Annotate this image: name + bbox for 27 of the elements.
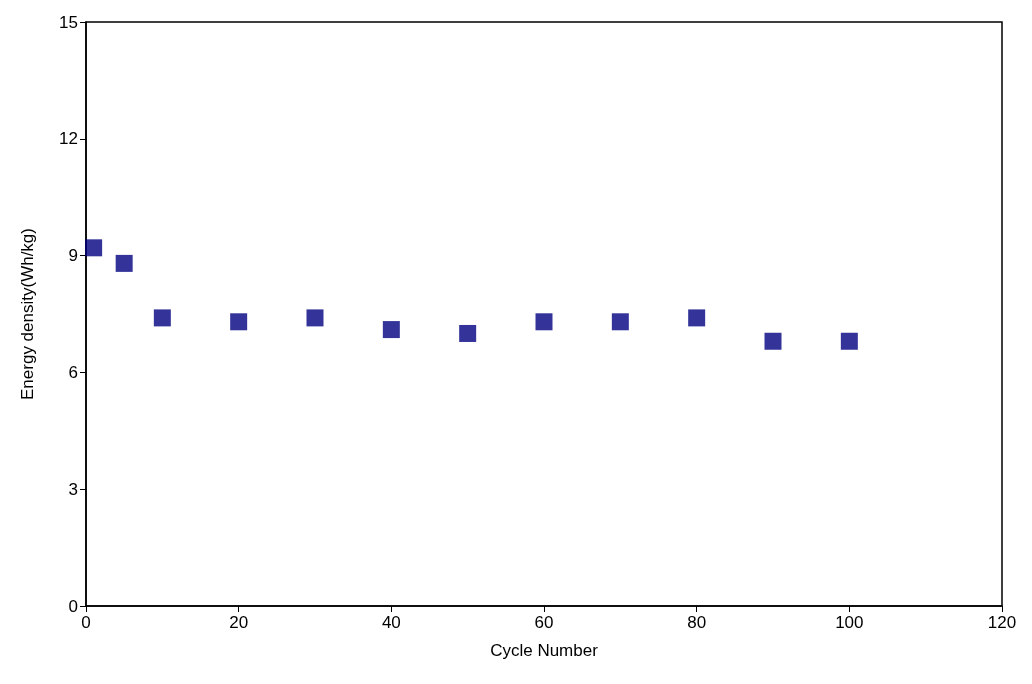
point [840,332,858,350]
y-tick-label: 15 [59,12,78,32]
y-tick-label: 12 [59,129,78,149]
y-tick-label: 3 [68,479,78,499]
point [535,313,553,331]
point [85,239,103,257]
point [688,309,706,327]
point [764,332,782,350]
y-axis-title: Energy density(Wh/kg) [18,228,37,400]
point [153,309,171,327]
point [382,321,400,339]
point [230,313,248,331]
x-tick-label: 120 [987,613,1017,632]
x-tick-label: 80 [687,613,707,632]
y-tick-label: 6 [68,362,78,382]
point [611,313,629,331]
x-tick-label: 0 [81,613,91,632]
x-tick-label: 60 [534,613,554,632]
x-axis-title: Cycle Number [490,641,599,660]
x-tick-label: 20 [229,613,249,632]
point [115,254,133,272]
point [459,324,477,342]
y-tick-label: 9 [68,246,78,266]
point [306,309,324,327]
x-tick-label: 100 [835,613,864,632]
y-tick-label: 0 [68,596,78,616]
x-tick-label: 40 [381,613,401,632]
